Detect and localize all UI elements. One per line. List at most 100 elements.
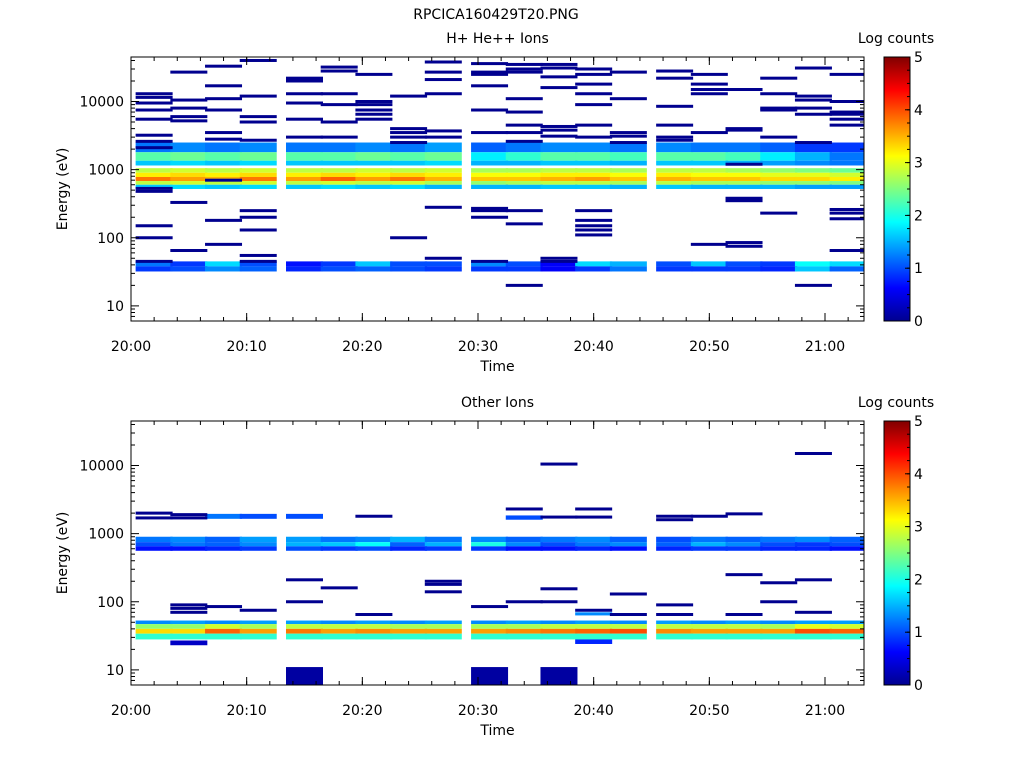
heatmap-count-line [575,103,613,107]
heatmap-count-line [286,92,323,96]
heatmap-cell [609,176,647,182]
heatmap-cell [205,172,243,177]
heatmap-cell [505,152,543,161]
heatmap-cell [471,176,509,182]
heatmap-count-line [205,137,243,141]
heatmap-cell [760,620,798,625]
heatmap-cell [760,542,798,547]
heatmap-count-line [575,608,613,612]
heatmap-cell [286,176,323,182]
heatmap-cell [471,172,509,177]
heatmap-cell [794,168,832,173]
heatmap-cell [471,546,509,551]
heatmap-cell [424,536,462,543]
heatmap-cell [794,142,832,153]
y-tick-label: 10000 [79,95,124,111]
heatmap-cell [286,172,323,177]
heatmap-count-line [135,101,173,105]
plot-frame [130,420,865,686]
heatmap-cell [239,181,277,185]
heatmap-cell [424,184,462,189]
heatmap-cell [390,633,428,640]
heatmap-cell [829,176,864,182]
heatmap-cell [239,266,277,272]
x-tick-label: 20:00 [111,339,151,355]
panel-title: Other Ions [461,395,534,411]
heatmap-count-line [829,72,864,76]
y-tick-label: 1000 [88,163,124,179]
heatmap-count-line [656,138,694,142]
heatmap-cell [390,176,428,182]
heatmap-cell [471,266,509,272]
x-tick-label: 20:50 [689,703,729,719]
heatmap-cell [690,546,728,551]
heatmap-count-line [656,518,694,522]
heatmap-cell [390,546,428,551]
heatmap-cell [170,184,208,189]
heatmap-cell [286,624,323,629]
heatmap-cell [760,176,798,182]
heatmap-cell [540,184,578,189]
heatmap-cell [829,624,864,629]
heatmap-cell [286,168,323,173]
heatmap-cell [760,160,798,166]
heatmap-count-line [760,581,798,585]
heatmap-cell [656,628,694,634]
heatmap-cell [239,536,277,543]
heatmap-cell [205,184,243,189]
heatmap-cell [690,142,728,153]
heatmap-count-line [239,138,277,142]
heatmap-cell [424,181,462,185]
heatmap-cell [609,181,647,185]
heatmap-cell [135,633,173,640]
heatmap-count-line [690,72,728,76]
heatmap-cell [355,181,393,185]
heatmap-cell [829,542,864,547]
heatmap-count-line [355,117,393,121]
colorbar-tick-label: 5 [914,50,923,66]
heatmap-count-line [135,259,173,263]
heatmap-cell [575,160,613,166]
heatmap-count-line [575,224,613,228]
heatmap-count-line [760,135,798,139]
colorbar-tick-label: 2 [914,572,923,588]
heatmap-cell [424,628,462,634]
colorbar-tick-label: 3 [914,156,923,172]
heatmap-cell [286,266,323,272]
heatmap-count-line [424,579,462,583]
heatmap-cell [320,628,358,634]
heatmap-cell [239,172,277,177]
heatmap-cell [656,620,694,625]
colorbar-tick-label: 2 [914,208,923,224]
colorbar-tick-label: 5 [914,414,923,430]
heatmap-count-line [205,218,243,222]
heatmap-count-line [286,79,323,83]
heatmap-cell [575,612,613,616]
heatmap-count-line [690,242,728,246]
heatmap-count-line [390,94,428,98]
heatmap-cell [575,172,613,177]
heatmap-cell [760,624,798,629]
heatmap-cell [609,172,647,177]
heatmap-cell [471,633,509,640]
heatmap-cell [575,181,613,185]
heatmap-cell [505,261,543,267]
heatmap-cell [540,546,578,551]
heatmap-cell [471,142,509,153]
heatmap-cell [760,261,798,267]
heatmap-cell [320,184,358,189]
heatmap-cell [205,261,243,267]
heatmap-cell [471,624,509,629]
heatmap-count-line [505,222,543,226]
heatmap-cell [205,628,243,634]
heatmap-count-line [471,605,509,609]
heatmap-count-line [239,259,277,263]
heatmap-cell [794,261,832,267]
heatmap-cell [690,184,728,189]
heatmap-cell [609,542,647,547]
heatmap-cell [320,266,358,272]
heatmap-count-line [656,123,694,127]
heatmap-cell [609,142,647,153]
heatmap-cell [471,168,509,173]
heatmap-cell [760,184,798,189]
